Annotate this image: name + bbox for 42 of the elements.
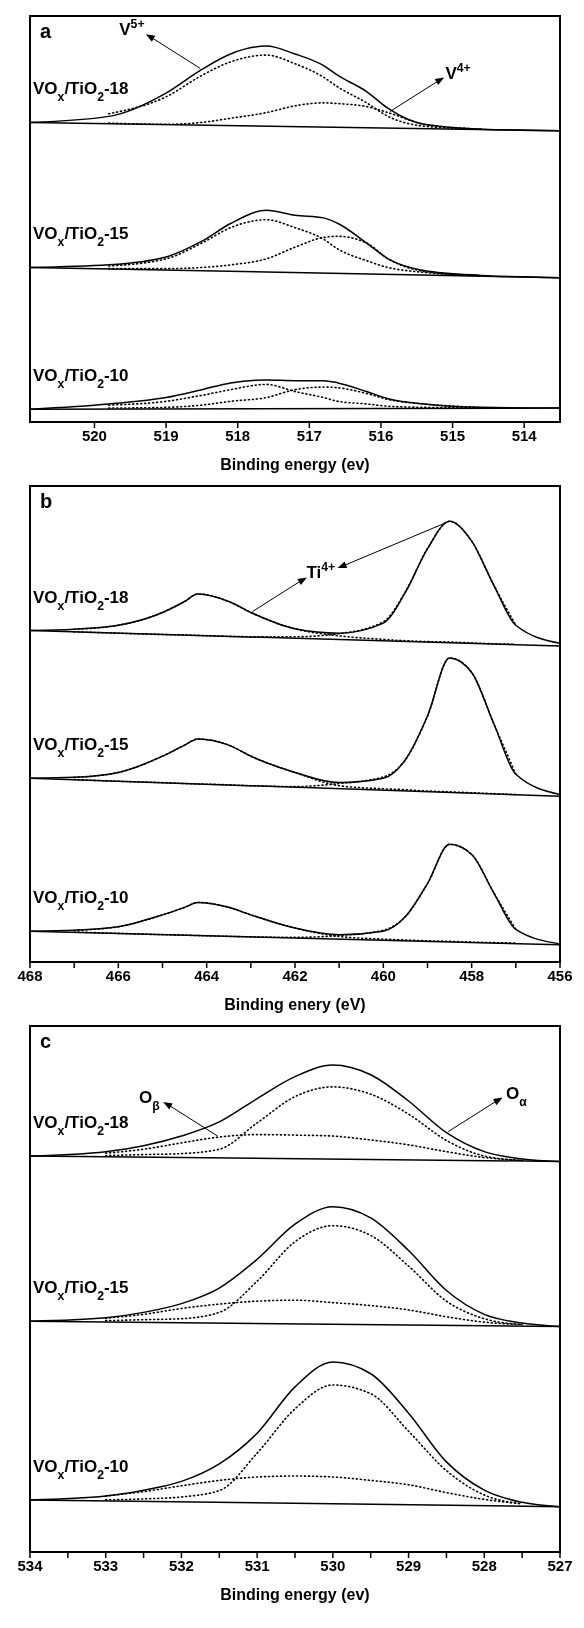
- series-label: VO$_{x}$/TiO$_{2}$-10: [33, 888, 129, 914]
- chart-title: b: [40, 490, 53, 512]
- x-tick-label: 533: [93, 1556, 119, 1574]
- x-tick-label: 460: [370, 966, 396, 984]
- x-tick-label: 516: [368, 426, 394, 444]
- series-label: VO$_{x}$/TiO$_{2}$-18: [33, 1113, 129, 1139]
- annotation: O$_{β}$: [138, 1088, 161, 1114]
- series-label: VO$_{x}$/TiO$_{2}$-15: [33, 735, 129, 761]
- x-tick-label: 514: [511, 426, 538, 444]
- x-tick-label: 529: [396, 1556, 422, 1574]
- series-label: VO$_{x}$/TiO$_{2}$-10: [33, 366, 129, 392]
- series-label: VO$_{x}$/TiO$_{2}$-15: [33, 224, 129, 250]
- x-tick-label: 528: [471, 1556, 497, 1574]
- x-tick-label: 466: [105, 966, 131, 984]
- annotation: V$^{5+}$: [119, 17, 145, 40]
- x-tick-label: 532: [168, 1556, 194, 1574]
- series-label: VO$_{x}$/TiO$_{2}$-15: [33, 1278, 129, 1304]
- series-label: VO$_{x}$/TiO$_{2}$-10: [33, 1456, 129, 1482]
- x-axis-title: Binding energy (ev): [220, 456, 370, 473]
- x-tick-label: 456: [547, 966, 573, 984]
- series-label: VO$_{x}$/TiO$_{2}$-18: [33, 79, 129, 105]
- x-tick-label: 462: [282, 966, 308, 984]
- annotation: V$^{4+}$: [445, 60, 471, 83]
- x-tick-label: 518: [225, 426, 251, 444]
- annotation: O$_{α}$: [506, 1083, 528, 1109]
- x-tick-label: 530: [320, 1556, 346, 1574]
- x-axis-title: Binding enery (eV): [224, 996, 366, 1013]
- x-tick-label: 468: [17, 966, 43, 984]
- x-tick-label: 458: [459, 966, 485, 984]
- x-tick-label: 520: [81, 426, 107, 444]
- x-tick-label: 519: [153, 426, 179, 444]
- x-tick-label: 515: [440, 426, 466, 444]
- x-tick-label: 534: [17, 1556, 44, 1574]
- x-tick-label: 527: [547, 1556, 573, 1574]
- x-tick-label: 464: [194, 966, 220, 984]
- annotation: Ti$^{4+}$: [306, 560, 336, 583]
- x-axis-title: Binding energy (ev): [220, 1586, 370, 1603]
- x-tick-label: 517: [296, 426, 322, 444]
- chart-title: c: [40, 1030, 52, 1052]
- x-tick-label: 531: [244, 1556, 270, 1574]
- chart-title: a: [40, 20, 52, 42]
- series-label: VO$_{x}$/TiO$_{2}$-18: [33, 587, 129, 613]
